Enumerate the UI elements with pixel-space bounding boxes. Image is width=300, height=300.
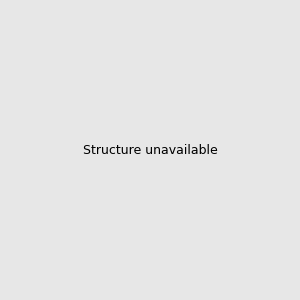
Text: Structure unavailable: Structure unavailable — [82, 143, 218, 157]
